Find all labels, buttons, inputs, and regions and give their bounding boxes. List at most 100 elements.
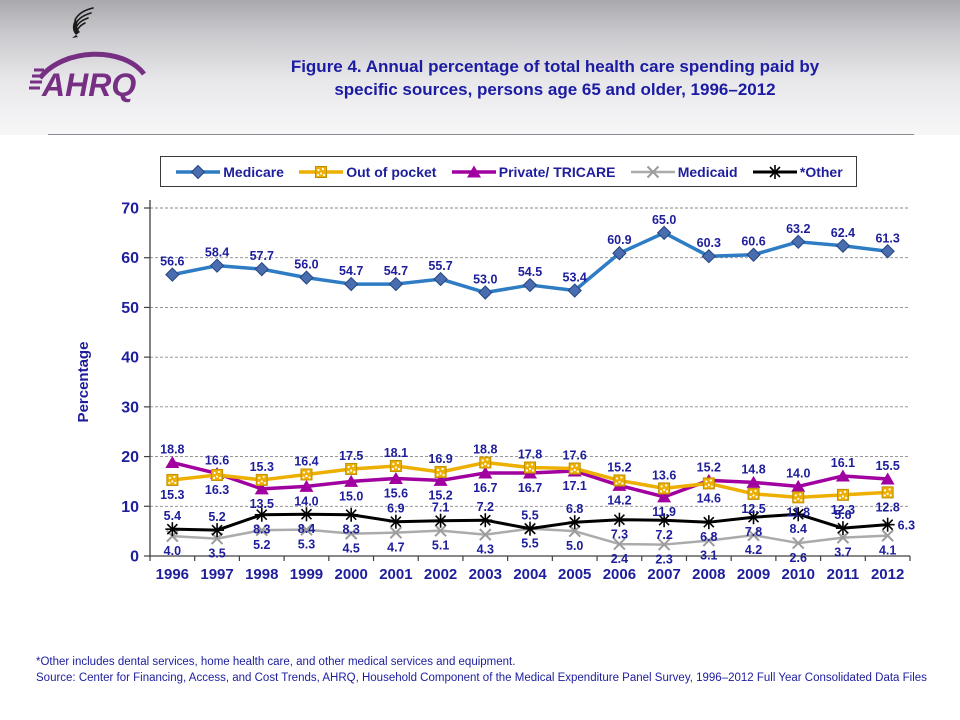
marker-speckle <box>888 488 891 491</box>
data-label: 54.7 <box>384 264 408 278</box>
data-label: 5.3 <box>298 538 315 552</box>
marker-speckle <box>347 465 350 469</box>
x-tick-label: 2004 <box>513 566 547 583</box>
footnote-other-definition: *Other includes dental services, home he… <box>36 656 516 668</box>
data-label: 7.8 <box>745 525 762 539</box>
triangle-marker-icon <box>835 469 850 482</box>
x-marker-icon <box>836 531 850 544</box>
marker-speckle <box>705 480 708 483</box>
marker-speckle <box>484 462 487 466</box>
data-label: 16.9 <box>428 452 452 466</box>
marker-speckle <box>436 473 439 477</box>
data-label: 5.4 <box>164 509 181 523</box>
marker-speckle <box>353 470 356 474</box>
marker-speckle <box>436 468 440 472</box>
square-marker-icon <box>658 482 671 495</box>
x-marker-icon <box>389 526 403 539</box>
marker-speckle <box>352 464 355 468</box>
triangle-marker-icon <box>791 479 806 492</box>
data-label: 15.2 <box>428 488 452 502</box>
marker-speckle <box>665 484 668 487</box>
chart-legend: Medicare Out of pocket Private/ TRICARE Med… <box>160 156 857 187</box>
marker-speckle <box>320 171 323 175</box>
marker-speckle <box>394 466 397 469</box>
asterisk-marker-icon <box>479 514 491 526</box>
data-label: 56.6 <box>160 255 184 269</box>
data-label: 15.3 <box>160 488 184 502</box>
legend-item-private-tricare: Private/ TRICARE <box>450 163 615 181</box>
marker-speckle <box>168 476 171 480</box>
series-medicare <box>165 225 895 300</box>
marker-speckle <box>663 488 666 491</box>
marker-speckle <box>618 480 621 484</box>
data-label: 18.1 <box>384 446 408 460</box>
marker-speckle <box>704 485 707 488</box>
square-marker-icon <box>524 461 536 474</box>
diamond-marker-icon <box>209 258 225 273</box>
square-marker-icon <box>792 491 805 504</box>
marker-speckle <box>391 467 394 471</box>
asterisk-marker-icon <box>613 514 625 526</box>
x-marker-icon <box>646 165 659 178</box>
marker-speckle <box>258 476 261 480</box>
square-marker-icon <box>747 487 760 500</box>
legend-label: *Other <box>799 163 843 180</box>
square-marker-icon <box>613 474 626 487</box>
y-axis-title: Percentage <box>75 342 92 423</box>
x-marker-icon <box>613 537 626 551</box>
asterisk-marker-icon <box>390 516 402 528</box>
data-label: 11.8 <box>786 505 810 519</box>
asterisk-marker-icon <box>792 508 804 520</box>
marker-speckle <box>752 494 755 497</box>
data-label: 4.3 <box>477 543 494 557</box>
x-marker-icon <box>747 528 760 542</box>
marker-speckle <box>397 467 400 471</box>
x-tick-label: 1997 <box>200 566 233 583</box>
asterisk-marker-icon <box>211 524 223 536</box>
marker-speckle <box>576 470 579 473</box>
marker-speckle <box>573 468 576 472</box>
x-tick-label: 2010 <box>782 566 815 583</box>
data-label: 6.8 <box>566 502 583 516</box>
marker-speckle <box>323 173 326 176</box>
asterisk-marker-icon <box>747 511 760 523</box>
title-line-1: Figure 4. Annual percentage of total hea… <box>290 57 820 76</box>
triangle-marker-icon <box>299 479 314 492</box>
marker-speckle <box>171 480 174 483</box>
data-label: 8.4 <box>298 522 315 536</box>
x-marker-icon <box>479 528 492 541</box>
marker-speckle <box>884 489 887 492</box>
data-label: 15.6 <box>384 486 408 500</box>
square-marker-icon <box>345 463 358 475</box>
marker-speckle <box>168 481 171 485</box>
diamond-marker-icon <box>191 164 206 179</box>
data-label: 16.3 <box>205 483 229 497</box>
data-label: 17.6 <box>563 449 587 463</box>
data-label: 3.1 <box>700 549 717 563</box>
diamond-marker-icon <box>343 276 359 292</box>
square-marker-icon <box>255 473 268 486</box>
square-legend-marker-icon <box>299 165 344 178</box>
triangle-marker-icon <box>433 473 448 486</box>
marker-speckle <box>262 475 265 479</box>
data-label: 65.0 <box>652 213 676 227</box>
marker-speckle <box>749 490 753 493</box>
data-label: 15.0 <box>339 489 363 503</box>
diamond-marker-icon <box>478 285 493 300</box>
marker-speckle <box>350 469 353 472</box>
marker-speckle <box>218 476 222 480</box>
legend-label: Medicaid <box>677 163 738 180</box>
square-marker-icon <box>300 468 313 481</box>
marker-speckle <box>620 476 623 479</box>
data-label: 53.0 <box>473 273 497 287</box>
series-out-of-pocket <box>166 456 894 504</box>
data-label: 8.4 <box>790 522 807 536</box>
data-label: 16.6 <box>205 453 229 467</box>
data-label: 11.9 <box>652 505 676 519</box>
data-label: 15.2 <box>607 460 631 474</box>
x-marker-icon <box>255 523 268 537</box>
y-tick-label: 30 <box>121 399 139 416</box>
x-tick-label: 2002 <box>424 566 457 583</box>
data-label: 58.4 <box>205 246 229 260</box>
